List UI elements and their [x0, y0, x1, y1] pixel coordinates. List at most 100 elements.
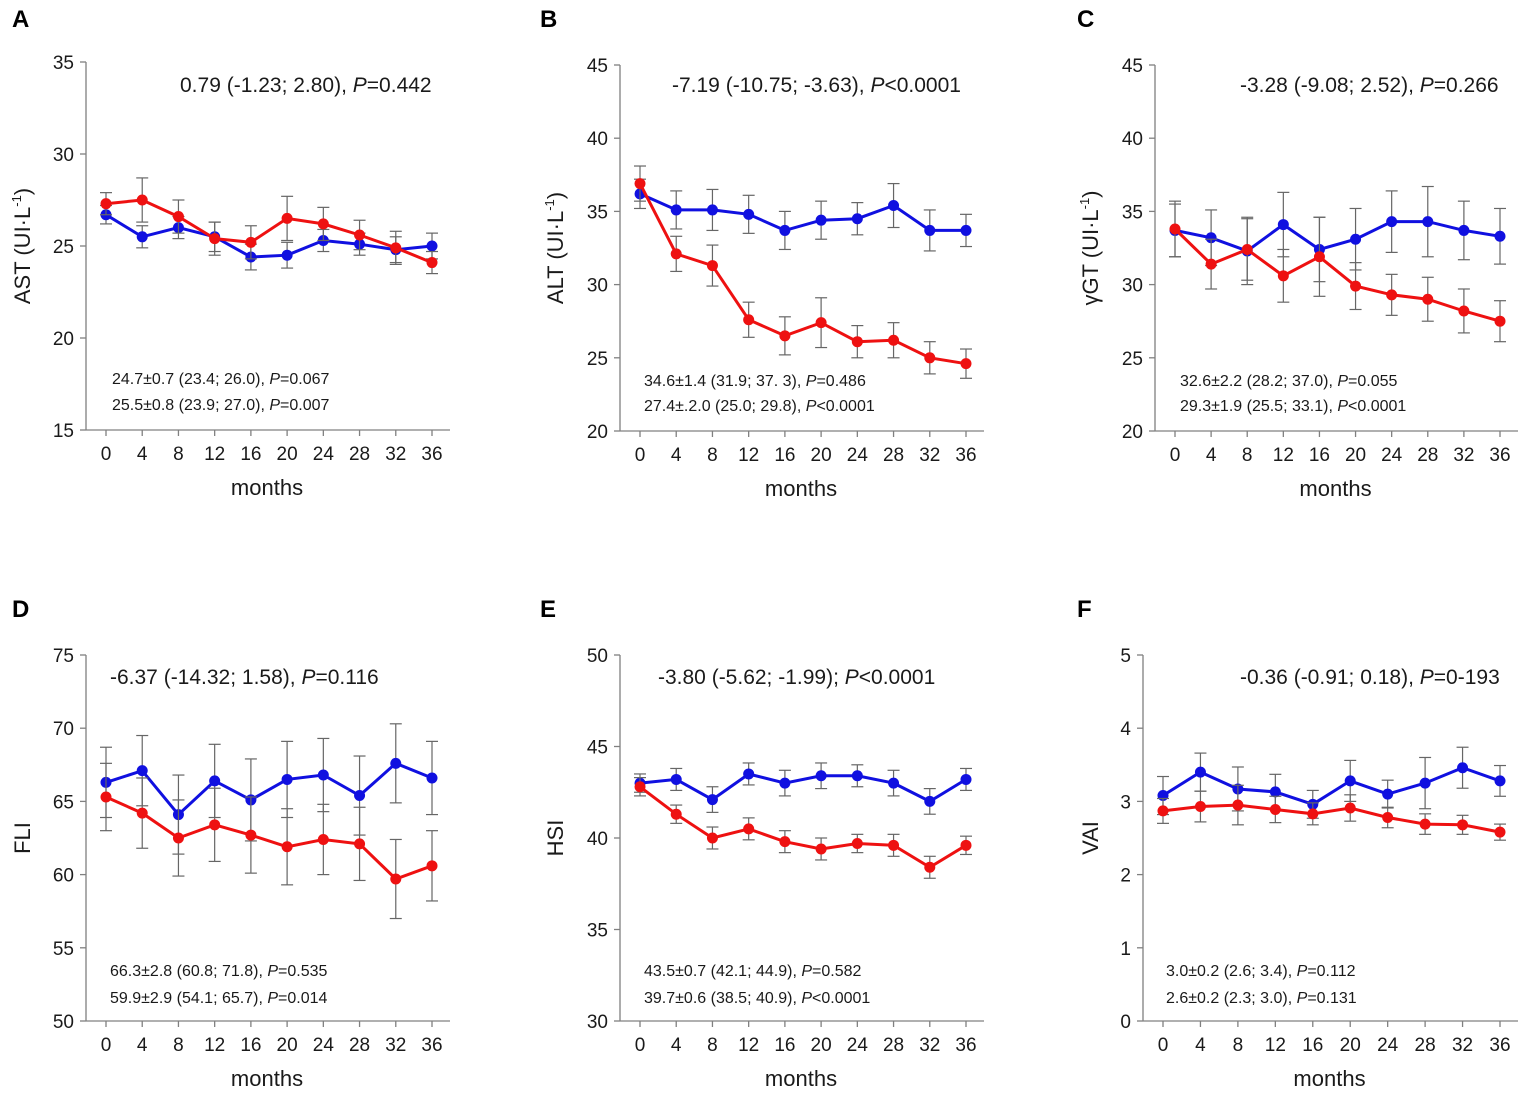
stat-blue: 66.3±2.8 (60.8; 71.8), P=0.535	[110, 963, 327, 980]
y-tick-label: 25	[587, 349, 608, 370]
panel-letter: E	[540, 596, 556, 623]
x-tick-label: 8	[1242, 445, 1253, 466]
stat-red: 2.6±0.2 (2.3; 3.0), P=0.131	[1166, 990, 1357, 1007]
y-tick-label: 40	[587, 829, 608, 850]
series-red	[634, 165, 972, 379]
x-tick-label: 36	[955, 1035, 976, 1056]
y-tick-label: 25	[1122, 349, 1143, 370]
data-point-blue	[1494, 230, 1506, 242]
x-tick-label: 16	[240, 444, 261, 465]
data-point-blue	[209, 775, 221, 787]
series-line-red	[1162, 803, 1501, 834]
x-tick-label: 36	[1489, 445, 1510, 466]
data-point-red	[1419, 818, 1431, 830]
data-point-red	[354, 229, 366, 241]
stat-red: 27.4±.2.0 (25.0; 29.8), P<0.0001	[644, 398, 875, 415]
x-tick-label: 36	[955, 445, 976, 466]
x-tick-label: 20	[1345, 445, 1366, 466]
y-tick-label: 45	[587, 56, 608, 77]
series-line-blue	[1174, 220, 1501, 253]
x-tick-label: 8	[707, 1035, 718, 1056]
data-point-blue	[1269, 786, 1281, 798]
y-tick-label: 20	[53, 329, 74, 350]
data-point-red	[960, 358, 972, 370]
data-point-blue	[779, 777, 791, 789]
stat-difference: 0.79 (-1.23; 2.80), P=0.442	[180, 74, 432, 97]
data-point-red	[209, 233, 221, 245]
data-point-red	[1241, 243, 1253, 255]
data-point-blue	[1344, 775, 1356, 787]
data-point-blue	[743, 208, 755, 220]
data-point-red	[1232, 799, 1244, 811]
x-axis-title: months	[1293, 1066, 1365, 1091]
x-tick-label: 8	[707, 445, 718, 466]
y-tick-label: 0	[1120, 1012, 1131, 1033]
data-point-blue	[815, 770, 827, 782]
x-tick-label: 32	[385, 444, 406, 465]
x-tick-label: 4	[1206, 445, 1217, 466]
stat-blue: 3.0±0.2 (2.6; 3.4), P=0.112	[1166, 963, 1356, 980]
data-point-red	[815, 317, 827, 329]
y-tick-label: 5	[1120, 646, 1131, 667]
series-red	[1157, 784, 1506, 841]
data-point-red	[317, 218, 329, 230]
data-point-blue	[390, 757, 402, 769]
data-point-blue	[136, 231, 148, 243]
data-point-red	[1194, 801, 1206, 813]
data-point-red	[706, 832, 718, 844]
data-point-red	[172, 832, 184, 844]
x-tick-label: 8	[173, 1035, 184, 1056]
x-tick-label: 24	[1381, 445, 1403, 466]
x-tick-label: 32	[1452, 1035, 1473, 1056]
data-point-red	[100, 198, 112, 210]
data-point-red	[1458, 305, 1470, 317]
data-point-blue	[1457, 762, 1469, 774]
data-point-red	[426, 257, 438, 269]
data-point-blue	[851, 213, 863, 225]
x-tick-label: 0	[635, 1035, 646, 1056]
series-line-red	[105, 795, 433, 881]
x-tick-label: 20	[277, 1035, 298, 1056]
data-point-red	[1422, 293, 1434, 305]
series-line-blue	[639, 192, 966, 232]
series-line-blue	[639, 772, 967, 804]
y-axis-title: FLI	[10, 822, 35, 854]
data-point-red	[743, 823, 755, 835]
data-point-red	[1277, 270, 1289, 282]
series-red	[100, 177, 438, 275]
stat-difference: -3.28 (-9.08; 2.52), P=0.266	[1240, 74, 1499, 97]
x-axis-title: months	[231, 475, 303, 500]
data-point-blue	[1386, 216, 1398, 228]
x-tick-label: 12	[738, 1035, 759, 1056]
data-point-red	[851, 837, 863, 849]
x-tick-label: 20	[811, 1035, 832, 1056]
x-tick-label: 4	[137, 1035, 148, 1056]
y-axis-title: HSI	[543, 820, 568, 857]
series-line-red	[639, 785, 967, 870]
y-tick-label: 65	[53, 792, 74, 813]
y-axis-title: AST (UI·L-1)	[9, 188, 35, 304]
x-tick-label: 16	[1309, 445, 1330, 466]
series-line-red	[105, 198, 433, 264]
x-tick-label: 0	[1158, 1035, 1169, 1056]
series-line-red	[638, 182, 967, 366]
data-point-red	[245, 236, 257, 248]
series-blue	[100, 723, 438, 855]
data-point-red	[779, 836, 791, 848]
stat-difference: -3.80 (-5.62; -1.99); P<0.0001	[658, 666, 935, 689]
y-tick-label: 30	[587, 276, 608, 297]
x-tick-label: 0	[1170, 445, 1181, 466]
x-tick-label: 36	[421, 1035, 442, 1056]
y-tick-label: 30	[53, 145, 74, 166]
data-point-blue	[281, 773, 293, 785]
data-point-blue	[1422, 216, 1434, 228]
data-point-blue	[426, 240, 438, 252]
data-point-red	[390, 242, 402, 254]
x-tick-label: 24	[313, 1035, 335, 1056]
y-tick-label: 4	[1120, 719, 1131, 740]
data-point-red	[888, 839, 900, 851]
data-point-red	[888, 334, 900, 346]
y-axis-title: γGT (UI·L-1)	[1077, 190, 1103, 305]
y-tick-label: 35	[587, 921, 608, 942]
x-tick-label: 24	[847, 445, 869, 466]
